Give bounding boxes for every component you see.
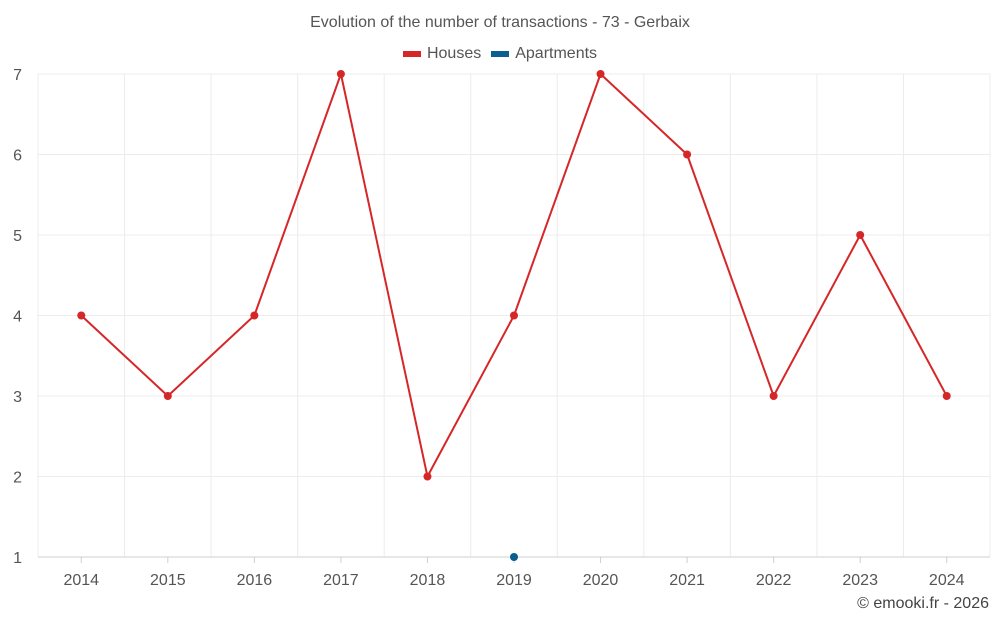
y-tick-label: 1 xyxy=(13,550,22,567)
x-tick-label: 2023 xyxy=(842,572,878,589)
legend-label-houses: Houses xyxy=(426,45,482,62)
legend-item-apartments[interactable]: Apartments xyxy=(491,45,597,63)
x-tick-label: 2014 xyxy=(63,572,99,589)
y-tick-label: 3 xyxy=(13,389,22,406)
x-tick-label: 2016 xyxy=(237,572,273,589)
chart-title: Evolution of the number of transactions … xyxy=(310,14,690,31)
y-tick-label: 4 xyxy=(13,309,22,326)
series-layer xyxy=(77,70,951,561)
y-tick-label: 5 xyxy=(13,228,22,245)
y-tick-label: 6 xyxy=(13,148,22,165)
x-axis-ticks: 2014 2015 2016 2017 2018 2019 2020 2021 2022 2023… xyxy=(63,557,965,589)
data-point-houses xyxy=(596,70,605,78)
data-point-apartments xyxy=(510,553,518,561)
legend: Houses Apartments xyxy=(0,45,1000,63)
legend-item-houses[interactable]: Houses xyxy=(402,45,482,63)
x-tick-label: 2015 xyxy=(150,572,186,589)
data-point-houses xyxy=(336,70,345,78)
x-tick-label: 2018 xyxy=(410,572,446,589)
data-point-houses xyxy=(77,311,86,320)
x-tick-label: 2022 xyxy=(756,572,792,589)
data-point-houses xyxy=(769,392,778,400)
credit-text: © emooki.fr - 2026 xyxy=(857,595,989,612)
data-point-houses xyxy=(423,472,432,481)
y-axis-ticks: 1 2 3 4 5 6 7 xyxy=(13,67,22,567)
x-tick-label: 2024 xyxy=(929,572,965,589)
x-tick-label: 2017 xyxy=(323,572,359,589)
x-tick-label: 2020 xyxy=(583,572,619,589)
data-point-houses xyxy=(510,311,518,320)
y-tick-label: 2 xyxy=(13,470,22,487)
y-tick-label: 7 xyxy=(13,67,22,84)
grid-lines xyxy=(37,73,991,558)
data-point-houses xyxy=(250,311,259,320)
x-tick-label: 2021 xyxy=(669,572,705,589)
legend-label-apartments: Apartments xyxy=(515,45,598,62)
data-point-houses xyxy=(163,392,172,400)
data-point-houses xyxy=(683,150,692,159)
legend-swatch-apartments xyxy=(491,51,510,57)
legend-swatch-houses xyxy=(402,51,421,57)
data-point-houses xyxy=(942,392,951,400)
data-point-houses xyxy=(856,231,865,239)
x-tick-label: 2019 xyxy=(496,572,532,589)
